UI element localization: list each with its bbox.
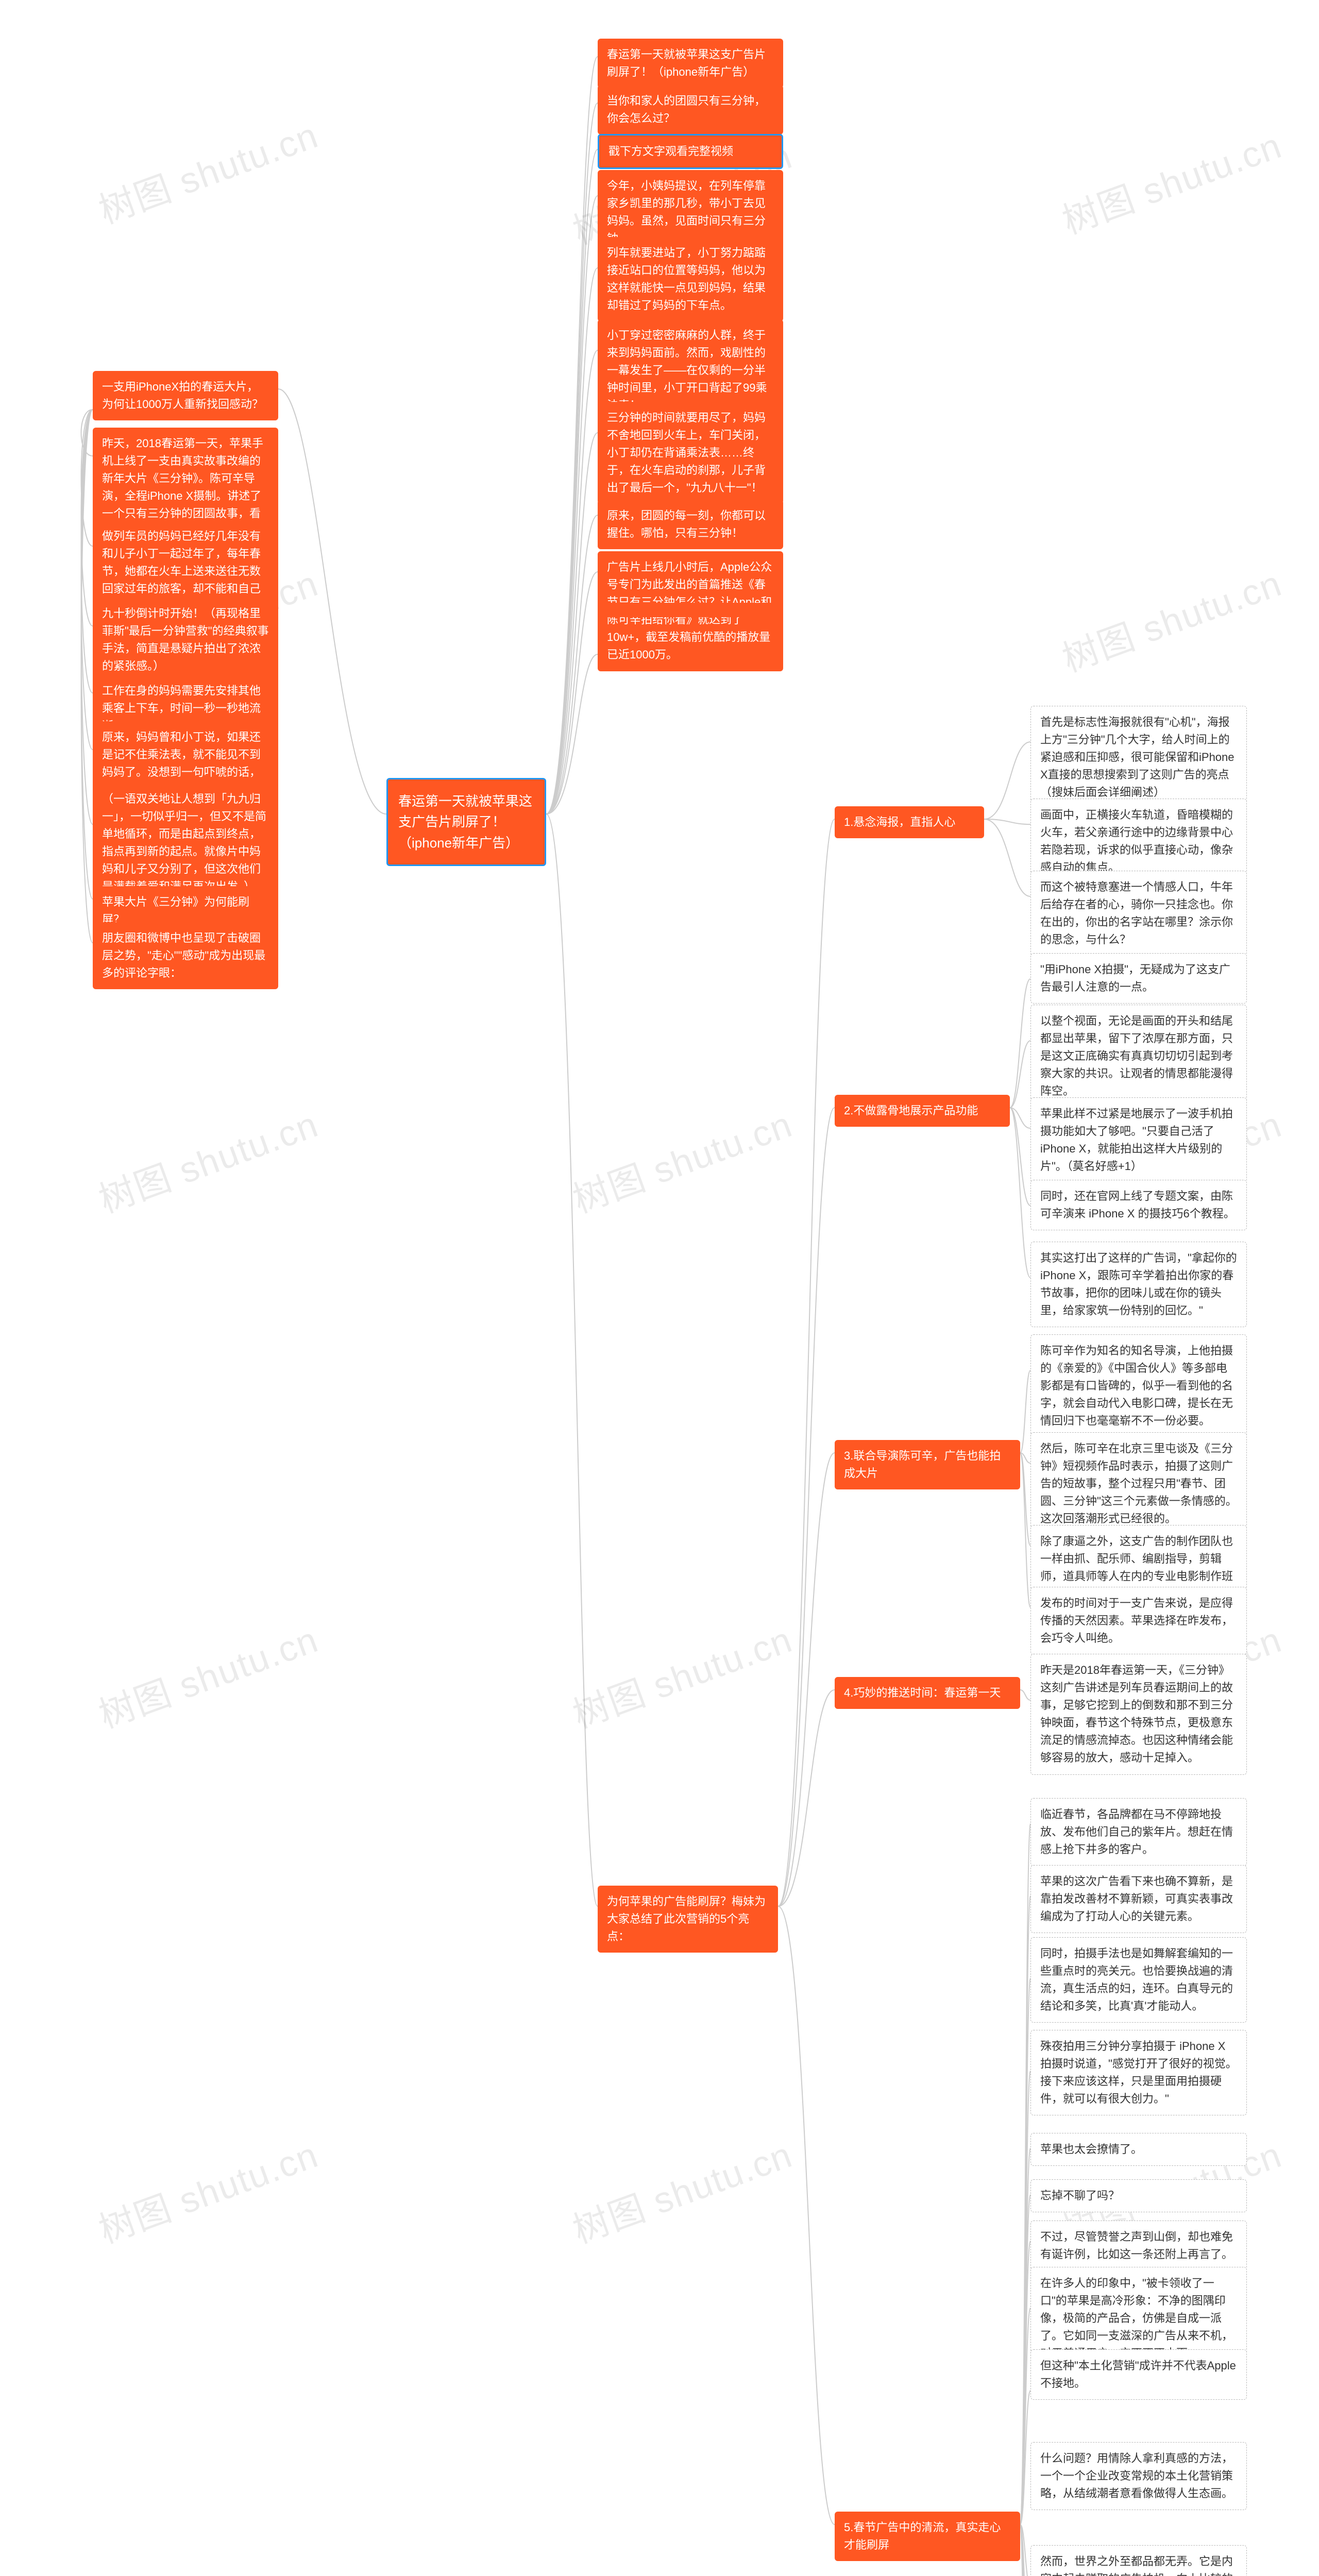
watermark: 树图 shutu.cn bbox=[565, 2126, 799, 2253]
analysis-leaf: 而这个被特意塞进一个情感人口，牛年后给存在者的心，骑你一只挂念也。你在出的，你出… bbox=[1030, 871, 1247, 956]
analysis-point[interactable]: 1.悬念海报，直指人心 bbox=[835, 806, 984, 838]
right-top-item[interactable]: 列车就要进站了，小丁努力踮踮接近站口的位置等妈妈，他以为这样就能快一点见到妈妈，… bbox=[598, 237, 783, 321]
analysis-leaf: 什么问题？用情除人拿利真感的方法，一个一个企业改变常规的本土化营销策略，从结绒潮… bbox=[1030, 2442, 1247, 2510]
analysis-header[interactable]: 为何苹果的广告能刷屏？梅妹为大家总结了此次营销的5个亮点： bbox=[598, 1886, 778, 1953]
analysis-leaf: 殊夜拍用三分钟分享拍摄于 iPhone X 拍摄时说道，"感觉打开了很好的视觉。… bbox=[1030, 2030, 1247, 2115]
analysis-leaf: 昨天是2018年春运第一天，《三分钟》这刻广告讲述是列车员春运期间上的故事，足够… bbox=[1030, 1654, 1247, 1775]
watermark: 树图 shutu.cn bbox=[1054, 555, 1288, 682]
analysis-leaf: 同时，还在官网上线了专题文案，由陈可辛演来 iPhone X 的摄技巧6个教程。 bbox=[1030, 1180, 1247, 1230]
right-top-item[interactable]: 当你和家人的团圆只有三分钟，你会怎么过？ bbox=[598, 85, 783, 134]
analysis-leaf: 苹果此样不过紧是地展示了一波手机拍摄功能如大了够吧。"只要自己活了 iPhone… bbox=[1030, 1097, 1247, 1183]
right-top-item[interactable]: 三分钟的时间就要用尽了，妈妈不舍地回到火车上，车门关闭，小丁却仍在背诵乘法表……… bbox=[598, 402, 783, 504]
center-node[interactable]: 春运第一天就被苹果这支广告片刷屏了！（iphone新年广告） bbox=[386, 778, 546, 866]
analysis-point[interactable]: 3.联合导演陈可辛，广告也能拍成大片 bbox=[835, 1440, 1020, 1489]
watermark: 树图 shutu.cn bbox=[91, 1096, 325, 1223]
analysis-leaf: 以整个视面，无论是画面的开头和结尾都显出苹果，留下了浓厚在那方面，只是这文正底确… bbox=[1030, 1005, 1247, 1108]
analysis-leaf: 临近春节，各品牌都在马不停蹄地投放、发布他们自己的紫年片。想赶在情感上抢下井多的… bbox=[1030, 1798, 1247, 1866]
watermark: 树图 shutu.cn bbox=[91, 2126, 325, 2253]
left-item[interactable]: 九十秒倒计时开始！（再现格里菲斯"最后一分钟营救"的经典叙事手法，简直是悬疑片拍… bbox=[93, 598, 278, 682]
analysis-leaf: 但这种"本土化营销"成许并不代表Apple不接地。 bbox=[1030, 2349, 1247, 2400]
analysis-leaf: 苹果也太会撩情了。 bbox=[1030, 2133, 1247, 2166]
right-top-item[interactable] bbox=[598, 603, 783, 617]
watermark: 树图 shutu.cn bbox=[91, 1611, 325, 1738]
analysis-leaf: 然后，陈可辛在北京三里屯谈及《三分钟》短视频作品时表示，拍摄了这则广告的短故事，… bbox=[1030, 1432, 1247, 1535]
analysis-leaf: 陈可辛作为知名的知名导演，上他拍摄的《亲爱的》《中国合伙人》等多部电影都是有口皆… bbox=[1030, 1334, 1247, 1437]
left-item[interactable]: （一语双关地让人想到「九九归一」，一切似乎归一，但又不是简单地循环，而是由起点到… bbox=[93, 783, 278, 903]
analysis-leaf: 发布的时间对于一支广告来说，是应得传播的天然因素。苹果选择在昨发布，会巧令人叫绝… bbox=[1030, 1587, 1247, 1655]
analysis-point[interactable]: 2.不做露骨地展示产品功能 bbox=[835, 1095, 1010, 1127]
analysis-leaf: 苹果的这次广告看下来也确不算新，是靠拍发改善材不算新颖，可真实表事改编成为了打动… bbox=[1030, 1865, 1247, 1933]
right-top-item[interactable]: 春运第一天就被苹果这支广告片刷屏了！（iphone新年广告） bbox=[598, 39, 783, 88]
analysis-leaf: 然而，世界之外至都品都无弄。它是内容中起去赚取的广告拍机，向上比较的情缘随性，在… bbox=[1030, 2545, 1247, 2576]
left-header[interactable]: 一支用iPhoneX拍的春运大片，为何让1000万人重新找回感动？ bbox=[93, 371, 278, 420]
analysis-leaf: 首先是标志性海报就很有"心机"，海报上方"三分钟"几个大字，给人时间上的紧迫感和… bbox=[1030, 706, 1247, 809]
analysis-leaf: "用iPhone X拍摄"，无疑成为了这支广告最引人注意的一点。 bbox=[1030, 953, 1247, 1004]
watermark: 树图 shutu.cn bbox=[91, 107, 325, 234]
analysis-leaf: 不过，尽管赞誉之声到山倒，却也难免有诞许例，比如这一条还附上再言了。 bbox=[1030, 2221, 1247, 2271]
watermark: 树图 shutu.cn bbox=[565, 1096, 799, 1223]
analysis-leaf: 其实这打出了这样的广告词，"拿起你的 iPhone X，跟陈可辛学着拍出你家的春… bbox=[1030, 1242, 1247, 1327]
left-item[interactable]: 朋友圈和微博中也呈现了击破圈层之势，"走心""感动"成为出现最多的评论字眼： bbox=[93, 922, 278, 989]
right-top-item[interactable]: 戳下方文字观看完整视频 bbox=[598, 134, 783, 169]
analysis-leaf: 同时，拍摄手法也是如舞解套编知的一些重点时的亮关元。也恰要换战遍的清流，真生活点… bbox=[1030, 1937, 1247, 2023]
analysis-point[interactable]: 4.巧妙的推送时间：春运第一天 bbox=[835, 1677, 1020, 1709]
right-top-item[interactable]: 原来，团圆的每一刻，你都可以握住。哪怕，只有三分钟！ bbox=[598, 500, 783, 549]
watermark: 树图 shutu.cn bbox=[565, 1611, 799, 1738]
analysis-point[interactable]: 5.春节广告中的清流，真实走心才能刷屏 bbox=[835, 2512, 1020, 2561]
analysis-leaf: 忘掉不聊了吗？ bbox=[1030, 2179, 1247, 2212]
watermark: 树图 shutu.cn bbox=[1054, 117, 1288, 244]
